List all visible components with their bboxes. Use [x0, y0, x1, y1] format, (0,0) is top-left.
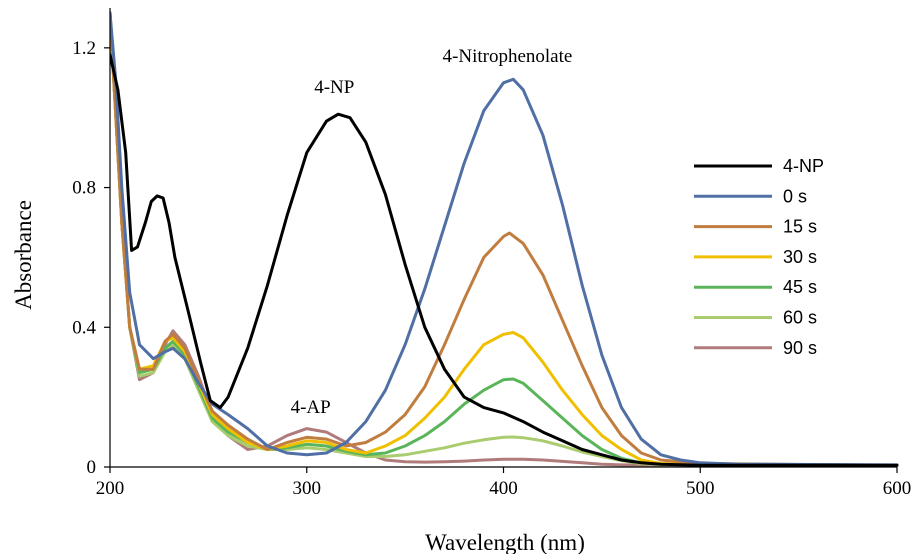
x-tick-label: 500 [686, 478, 715, 499]
annotation-group: 4-Nitrophenolate 4-NP 4-AP [291, 46, 573, 418]
series-line-15-s [110, 11, 899, 467]
legend: 4-NP 0 s 15 s 30 s 45 s 60 s 90 s [694, 156, 824, 358]
legend-label: 4-NP [783, 156, 824, 176]
legend-label: 30 s [783, 247, 817, 267]
x-axis-title: Wavelength (nm) [425, 530, 585, 554]
annotation-label: 4-Nitrophenolate [443, 46, 573, 67]
x-tick-label: 200 [96, 478, 125, 499]
annotation-label: 4-NP [314, 77, 354, 98]
y-tick-label: 0 [87, 457, 97, 478]
legend-label: 60 s [783, 308, 817, 328]
annotation-label: 4-AP [291, 397, 331, 418]
y-tick-label: 1.2 [72, 38, 96, 59]
series-line-0-s [110, 11, 899, 467]
y-tick-label: 0.8 [72, 178, 96, 199]
legend-label: 0 s [783, 186, 807, 206]
x-tick-label: 600 [883, 478, 912, 499]
x-tick-label: 400 [489, 478, 518, 499]
x-tick-label: 300 [293, 478, 322, 499]
y-axis-title: Absorbance [11, 200, 36, 310]
series-line-4-np [110, 53, 899, 467]
legend-label: 15 s [783, 217, 817, 237]
plot-series [110, 11, 899, 467]
legend-label: 45 s [783, 277, 817, 297]
series-line-60-s [110, 11, 899, 467]
tick-group: 200 300 400 500 600 0 0.4 0.8 1.2 [72, 38, 911, 499]
legend-label: 90 s [783, 338, 817, 358]
y-tick-label: 0.4 [72, 317, 96, 338]
